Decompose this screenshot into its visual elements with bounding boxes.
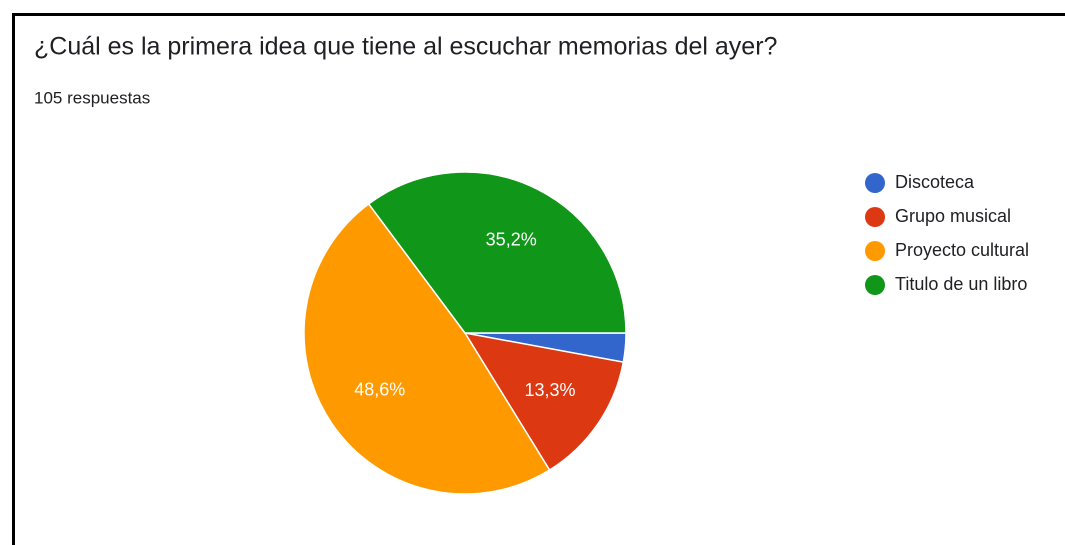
legend-swatch — [865, 207, 885, 227]
slice-label: 35,2% — [486, 230, 537, 250]
frame — [12, 13, 1065, 545]
legend-swatch — [865, 275, 885, 295]
legend-swatch — [865, 241, 885, 261]
legend-label: Titulo de un libro — [895, 274, 1027, 294]
pie-slice — [463, 331, 625, 472]
pie-slice — [303, 202, 551, 495]
legend-label: Grupo musical — [895, 206, 1011, 226]
pie-slice — [367, 171, 627, 334]
slice-label: 13,3% — [525, 380, 576, 400]
legend-swatch — [865, 173, 885, 193]
chart-title: ¿Cuál es la primera idea que tiene al es… — [34, 33, 777, 61]
slice-label: 48,6% — [354, 380, 405, 400]
legend-label: Discoteca — [895, 172, 975, 192]
legend-label: Proyecto cultural — [895, 240, 1029, 260]
chart-subtitle: 105 respuestas — [34, 88, 150, 107]
